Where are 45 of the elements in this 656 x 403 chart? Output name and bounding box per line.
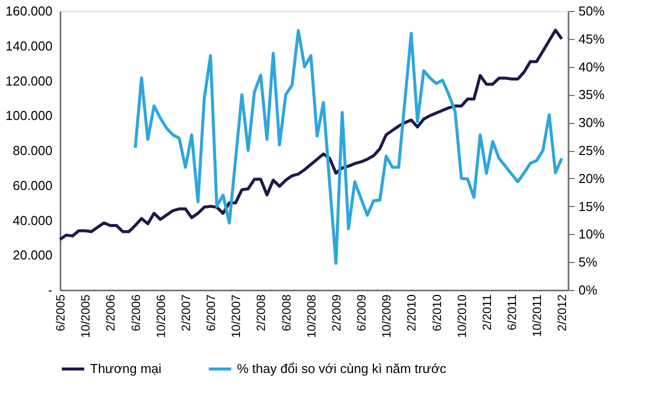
x-tick-label: 10/2005: [78, 294, 93, 338]
x-tick-label: 2/2010: [404, 294, 419, 332]
y2-tick-label: 0%: [578, 282, 598, 298]
x-tick-label: 2/2007: [178, 294, 193, 332]
x-tick-label: 6/2009: [354, 294, 369, 332]
x-tick-label: 6/2005: [54, 294, 68, 332]
x-tick-label: 10/2009: [380, 294, 394, 338]
line-series: [134, 29, 564, 265]
y-tick-label: 60.000: [12, 178, 52, 193]
y2-tick-label: 20%: [578, 170, 605, 186]
legend-label: % thay đổi so với cùng kì năm trước: [237, 361, 447, 376]
y-tick-label: 80.000: [12, 143, 52, 158]
y2-tick-label: 45%: [578, 31, 605, 46]
x-tick-label: 10/2007: [229, 294, 244, 338]
y2-tick-label: 30%: [578, 115, 605, 130]
x-tick-label: 6/2008: [279, 294, 294, 332]
legend-label: Thương mại: [90, 361, 162, 376]
x-tick-label: 2/2009: [329, 294, 344, 332]
y-tick-label: 140.000: [6, 38, 52, 54]
x-tick-label: 10/2011: [530, 294, 544, 337]
x-tick-label: 6/2011: [505, 294, 520, 330]
y2-tick-label: 25%: [578, 143, 605, 158]
x-tick-label: 10/2008: [304, 294, 318, 338]
x-tick-label: 2/2008: [254, 294, 268, 332]
x-tick-label: 10/2010: [454, 294, 469, 338]
y2-tick-label: 15%: [578, 198, 605, 214]
y-tick-label: 40.000: [12, 212, 52, 228]
x-tick-label: 6/2006: [128, 294, 143, 332]
y2-tick-label: 40%: [578, 59, 605, 74]
x-tick-label: 2/2011: [480, 294, 494, 330]
x-tick-label: 6/2010: [430, 294, 444, 332]
y2-tick-label: 10%: [578, 226, 605, 242]
x-tick-label: 6/2007: [204, 294, 218, 332]
x-tick-label: 2/2006: [104, 294, 118, 332]
x-tick-label: 10/2006: [154, 294, 168, 338]
x-tick-label: 2/2012: [555, 294, 570, 332]
y-tick-label: -: [48, 282, 52, 298]
y2-tick-label: 5%: [578, 254, 598, 270]
line-series: [58, 28, 564, 241]
y-tick-label: 20.000: [12, 248, 52, 263]
y2-tick-label: 50%: [578, 4, 605, 18]
y-tick-label: 100.000: [6, 108, 52, 124]
y-tick-label: 120.000: [6, 73, 52, 88]
y-tick-label: 160.000: [6, 4, 52, 18]
y2-tick-label: 35%: [578, 87, 605, 102]
